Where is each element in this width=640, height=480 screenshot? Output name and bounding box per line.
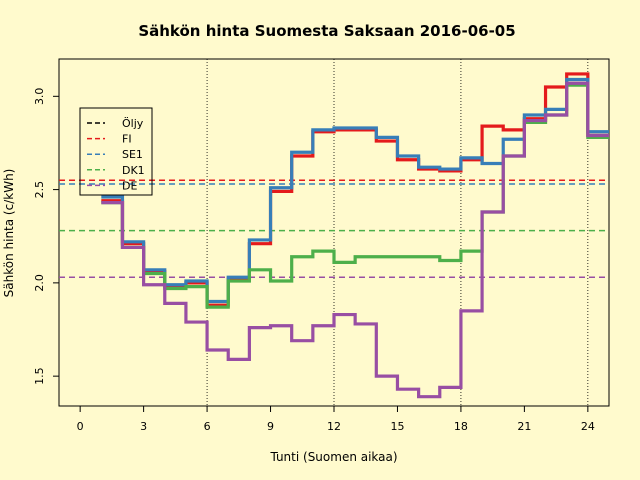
y-tick-label-1.5: 1.5: [33, 367, 46, 385]
series-line-se1: [101, 77, 609, 304]
x-tick-label-24: 24: [581, 420, 595, 433]
x-tick-label-9: 9: [267, 420, 274, 433]
legend-label-fi: FI: [122, 133, 132, 146]
x-tick-label-21: 21: [517, 420, 531, 433]
legend-box: [79, 107, 153, 196]
x-tick-label-18: 18: [454, 420, 468, 433]
x-tick-label-15: 15: [390, 420, 404, 433]
series-line-fi: [101, 72, 609, 307]
y-axis-label: Sähkön hinta (c/kWh): [2, 169, 16, 298]
x-tick-label-12: 12: [327, 420, 341, 433]
legend-label-dk1: DK1: [122, 164, 145, 177]
x-axis-label: Tunti (Suomen aikaa): [269, 450, 397, 464]
axis-layer: 0 3 6 9 12 15 18 21 24 1.5 2.0 2.5 3.0: [33, 88, 595, 433]
average-lines: [59, 179, 609, 279]
series-layer: [101, 72, 609, 399]
x-tick-label-0: 0: [77, 420, 84, 433]
series-line-de: [101, 81, 609, 399]
legend-label-oljy: Öljy: [122, 117, 144, 130]
x-tick-label-6: 6: [204, 420, 211, 433]
x-tick-label-3: 3: [140, 420, 147, 433]
y-tick-label-2: 2.0: [33, 274, 46, 292]
legend: Öljy FI SE1 DK1 DE: [79, 107, 153, 196]
chart-title: Sähkön hinta Suomesta Saksaan 2016-06-05: [138, 22, 515, 40]
grid-layer: [206, 59, 589, 406]
y-tick-label-2.5: 2.5: [33, 181, 46, 199]
y-tick-label-3: 3.0: [33, 88, 46, 106]
legend-label-se1: SE1: [122, 148, 143, 161]
legend-label-de: DE: [122, 179, 137, 192]
